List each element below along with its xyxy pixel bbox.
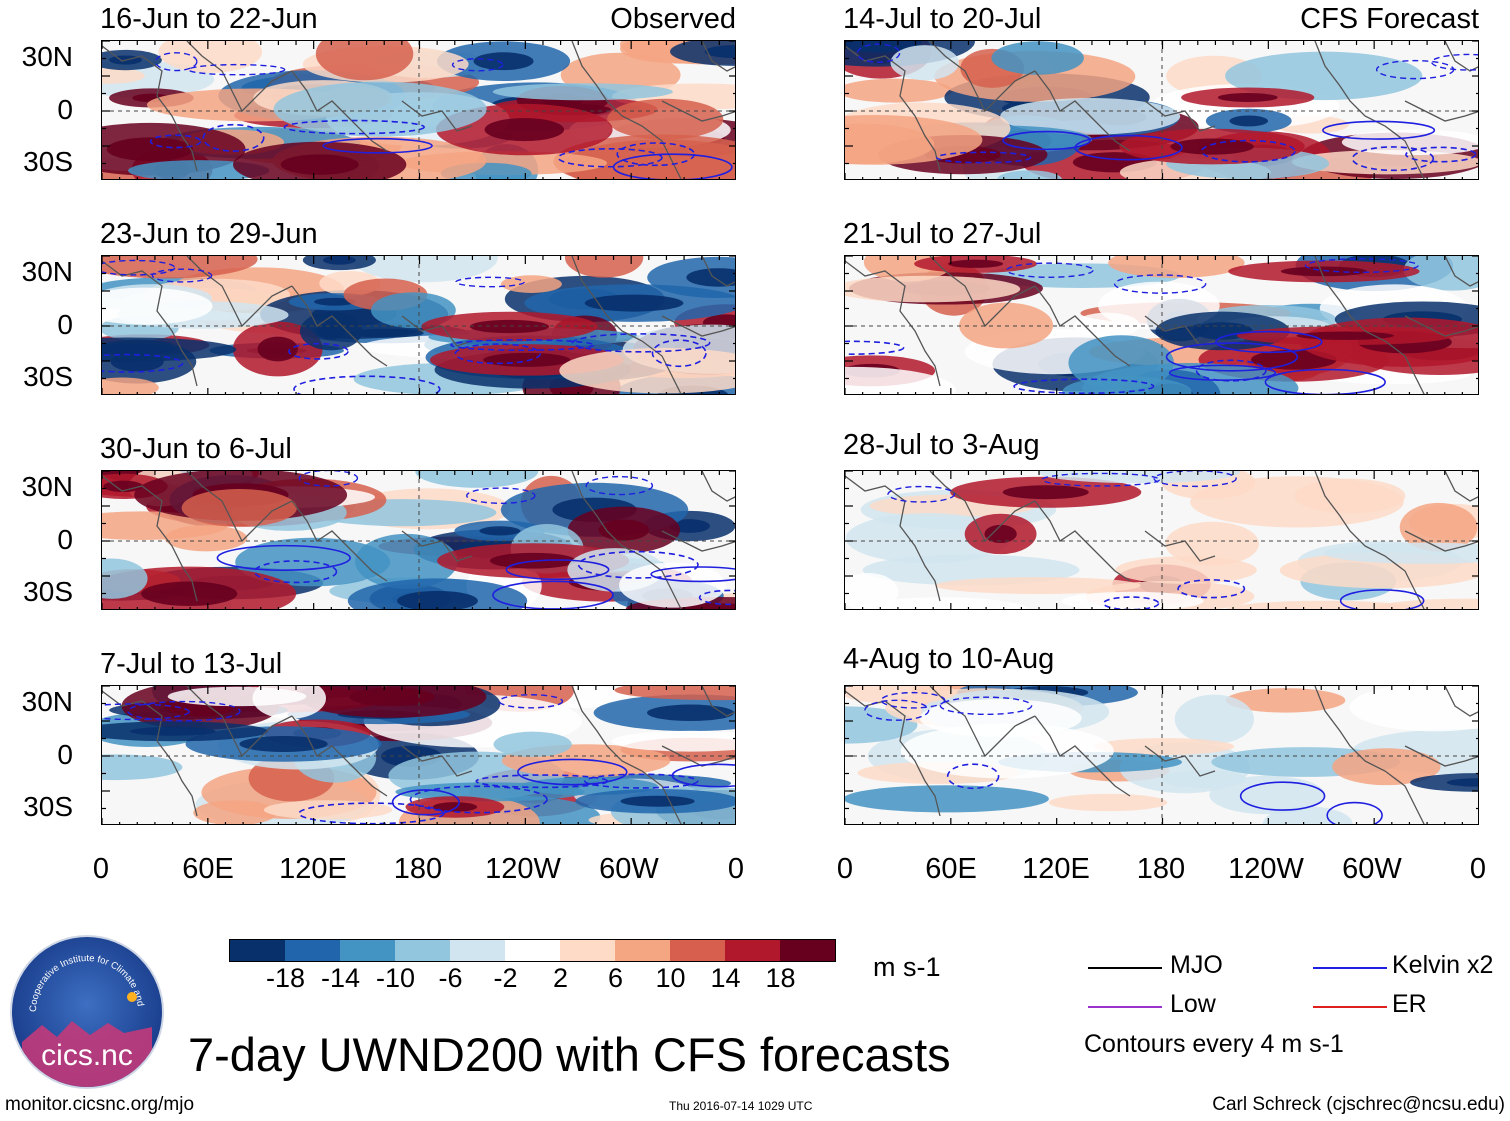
y-tick-label: 30S bbox=[23, 361, 73, 392]
y-tick-label: 0 bbox=[57, 524, 73, 555]
colorbar-swatch bbox=[670, 940, 725, 961]
y-tick-label: 30N bbox=[21, 471, 73, 502]
y-tick-label: 0 bbox=[57, 739, 73, 770]
map-panel bbox=[844, 255, 1479, 395]
legend-low-line bbox=[1088, 1006, 1162, 1008]
y-tick-label: 30S bbox=[23, 146, 73, 177]
colorbar-swatch bbox=[725, 940, 780, 961]
x-tick-label: 120W bbox=[1228, 853, 1304, 885]
y-tick-label: 30N bbox=[21, 41, 73, 72]
map-panel bbox=[101, 685, 736, 825]
colorbar-swatch bbox=[230, 940, 285, 961]
colorbar-swatch bbox=[340, 940, 395, 961]
x-tick-label: 0 bbox=[92, 853, 110, 885]
legend-kelvin-label: Kelvin x2 bbox=[1392, 951, 1494, 979]
colorbar-swatch bbox=[395, 940, 450, 961]
footer-url: monitor.cicsnc.org/mjo bbox=[5, 1094, 195, 1115]
colorbar-tick-label: -2 bbox=[493, 963, 518, 993]
panel-title: 21-Jul to 27-Jul bbox=[843, 218, 1042, 250]
x-tick-label: 60E bbox=[182, 853, 234, 885]
sun-icon bbox=[127, 992, 137, 1002]
panel-label-observed: Observed bbox=[610, 3, 736, 35]
logo-text: cics.nc bbox=[41, 1039, 133, 1072]
map-panel bbox=[844, 40, 1479, 180]
colorbar-swatch bbox=[560, 940, 615, 961]
panel-title: 16-Jun to 22-Jun bbox=[100, 3, 318, 35]
colorbar-swatch bbox=[450, 940, 505, 961]
x-tick-label: 60E bbox=[925, 853, 977, 885]
panel-title: 30-Jun to 6-Jul bbox=[100, 433, 292, 465]
legend-low-label: Low bbox=[1170, 990, 1216, 1018]
colorbar-tick-label: 10 bbox=[655, 963, 686, 993]
colorbar-units: m s-1 bbox=[873, 952, 941, 982]
panel-title: 4-Aug to 10-Aug bbox=[843, 643, 1055, 675]
colorbar-tick-label: 2 bbox=[552, 963, 569, 993]
map-panel bbox=[101, 40, 736, 180]
colorbar-tick-label: 6 bbox=[607, 963, 624, 993]
footer-author: Carl Schreck (cjschrec@ncsu.edu) bbox=[1212, 1094, 1505, 1115]
footer-timestamp: Thu 2016-07-14 1029 UTC bbox=[669, 1099, 813, 1113]
legend-contours-note: Contours every 4 m s-1 bbox=[1084, 1030, 1344, 1058]
x-tick-label: 180 bbox=[393, 853, 443, 885]
colorbar-tick-label: 14 bbox=[710, 963, 741, 993]
x-tick-label: 60W bbox=[599, 853, 659, 885]
y-tick-label: 30S bbox=[23, 576, 73, 607]
y-tick-label: 30N bbox=[21, 256, 73, 287]
colorbar-swatch bbox=[505, 940, 560, 961]
legend-mjo-label: MJO bbox=[1170, 951, 1223, 979]
x-tick-label: 180 bbox=[1136, 853, 1186, 885]
panel-title: 28-Jul to 3-Aug bbox=[843, 429, 1040, 461]
legend-er-label: ER bbox=[1392, 990, 1427, 1018]
legend-er-line bbox=[1313, 1006, 1387, 1008]
x-tick-label: 0 bbox=[1469, 853, 1487, 885]
colorbar-tick-label: -6 bbox=[438, 963, 463, 993]
y-tick-label: 30S bbox=[23, 791, 73, 822]
panel-title: 23-Jun to 29-Jun bbox=[100, 218, 318, 250]
cics-logo: Cooperative Institute for Climate and Sa… bbox=[10, 935, 164, 1089]
y-tick-label: 0 bbox=[57, 309, 73, 340]
colorbar-tick-label: -10 bbox=[375, 963, 416, 993]
logo-ring-text: Cooperative Institute for Climate and Sa… bbox=[12, 937, 146, 1012]
legend-kelvin-line bbox=[1313, 967, 1387, 969]
map-panel bbox=[101, 470, 736, 610]
main-title: 7-day UWND200 with CFS forecasts bbox=[188, 1028, 951, 1081]
legend-mjo-line bbox=[1088, 967, 1162, 969]
x-tick-label: 60W bbox=[1342, 853, 1402, 885]
map-panel bbox=[844, 470, 1479, 610]
mountain-icon bbox=[22, 1021, 152, 1087]
panel-label-cfs: CFS Forecast bbox=[1300, 3, 1479, 35]
map-panel bbox=[844, 685, 1479, 825]
map-panel bbox=[101, 255, 736, 395]
panel-title: 14-Jul to 20-Jul bbox=[843, 3, 1042, 35]
colorbar-swatch bbox=[780, 940, 835, 961]
colorbar bbox=[229, 939, 836, 962]
x-tick-label: 120E bbox=[1022, 853, 1090, 885]
colorbar-tick-label: -18 bbox=[265, 963, 306, 993]
y-tick-label: 30N bbox=[21, 686, 73, 717]
x-tick-label: 0 bbox=[727, 853, 745, 885]
colorbar-tick-label: 18 bbox=[765, 963, 796, 993]
svg-text:Cooperative Institute for Clim: Cooperative Institute for Climate and Sa… bbox=[12, 937, 146, 1012]
colorbar-tick-label: -14 bbox=[320, 963, 361, 993]
x-tick-label: 120E bbox=[279, 853, 347, 885]
y-tick-label: 0 bbox=[57, 94, 73, 125]
colorbar-swatch bbox=[285, 940, 340, 961]
panel-title: 7-Jul to 13-Jul bbox=[100, 648, 283, 680]
x-tick-label: 0 bbox=[836, 853, 854, 885]
x-tick-label: 120W bbox=[485, 853, 561, 885]
colorbar-swatch bbox=[615, 940, 670, 961]
